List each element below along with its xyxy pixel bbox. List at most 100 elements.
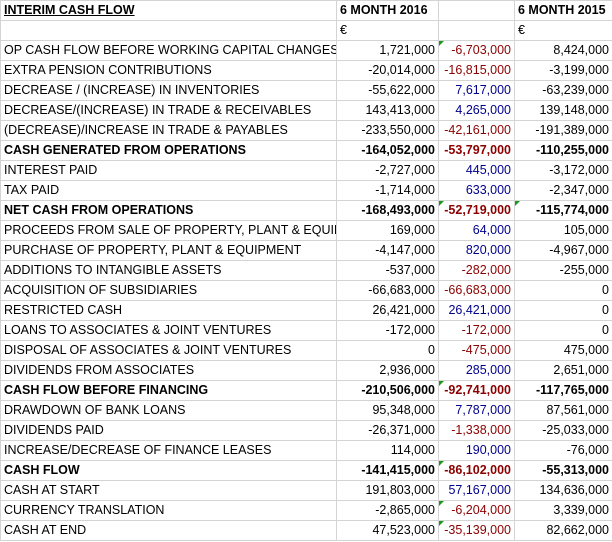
value-2015-cell[interactable]: -76,000 (514, 440, 612, 461)
value-2015-cell[interactable]: 82,662,000 (514, 520, 612, 541)
difference-cell[interactable]: -282,000 (438, 260, 515, 281)
value-2016-cell[interactable]: -168,493,000 (336, 200, 439, 221)
row-label-cell[interactable]: CASH AT END (0, 520, 337, 541)
value-2016-cell[interactable]: -210,506,000 (336, 380, 439, 401)
column-header-2016[interactable]: 6 MONTH 2016 (336, 0, 439, 21)
value-2015-cell[interactable]: 139,148,000 (514, 100, 612, 121)
difference-cell[interactable]: -6,204,000 (438, 500, 515, 521)
value-2015-cell[interactable]: -115,774,000 (514, 200, 612, 221)
value-2016-cell[interactable]: 47,523,000 (336, 520, 439, 541)
row-label-cell[interactable]: ADDITIONS TO INTANGIBLE ASSETS (0, 260, 337, 281)
row-label-cell[interactable]: RESTRICTED CASH (0, 300, 337, 321)
currency-difference-cell[interactable] (438, 20, 515, 41)
row-label-cell[interactable]: CASH FLOW (0, 460, 337, 481)
value-2016-cell[interactable]: -537,000 (336, 260, 439, 281)
value-2015-cell[interactable]: -191,389,000 (514, 120, 612, 141)
row-label-cell[interactable]: OP CASH FLOW BEFORE WORKING CAPITAL CHAN… (0, 40, 337, 61)
value-2015-cell[interactable]: 0 (514, 320, 612, 341)
difference-cell[interactable]: -92,741,000 (438, 380, 515, 401)
value-2015-cell[interactable]: -4,967,000 (514, 240, 612, 261)
value-2015-cell[interactable]: -117,765,000 (514, 380, 612, 401)
value-2015-cell[interactable]: -255,000 (514, 260, 612, 281)
difference-cell[interactable]: 57,167,000 (438, 480, 515, 501)
difference-cell[interactable]: -66,683,000 (438, 280, 515, 301)
row-label-cell[interactable]: DIVIDENDS PAID (0, 420, 337, 441)
value-2016-cell[interactable]: -20,014,000 (336, 60, 439, 81)
difference-cell[interactable]: -172,000 (438, 320, 515, 341)
difference-cell[interactable]: 633,000 (438, 180, 515, 201)
value-2015-cell[interactable]: -63,239,000 (514, 80, 612, 101)
difference-cell[interactable]: 285,000 (438, 360, 515, 381)
currency-2015[interactable]: € (514, 20, 612, 41)
difference-cell[interactable]: -16,815,000 (438, 60, 515, 81)
currency-label-cell[interactable] (0, 20, 337, 41)
row-label-cell[interactable]: DISPOSAL OF ASSOCIATES & JOINT VENTURES (0, 340, 337, 361)
row-label-cell[interactable]: TAX PAID (0, 180, 337, 201)
value-2016-cell[interactable]: 114,000 (336, 440, 439, 461)
row-label-cell[interactable]: INCREASE/DECREASE OF FINANCE LEASES (0, 440, 337, 461)
value-2016-cell[interactable]: -26,371,000 (336, 420, 439, 441)
value-2016-cell[interactable]: 26,421,000 (336, 300, 439, 321)
difference-cell[interactable]: -52,719,000 (438, 200, 515, 221)
difference-cell[interactable]: -1,338,000 (438, 420, 515, 441)
difference-cell[interactable]: 820,000 (438, 240, 515, 261)
value-2015-cell[interactable]: 0 (514, 280, 612, 301)
value-2016-cell[interactable]: 2,936,000 (336, 360, 439, 381)
row-label-cell[interactable]: CASH FLOW BEFORE FINANCING (0, 380, 337, 401)
difference-cell[interactable]: -6,703,000 (438, 40, 515, 61)
difference-cell[interactable]: -42,161,000 (438, 120, 515, 141)
row-label-cell[interactable]: INTEREST PAID (0, 160, 337, 181)
column-header-difference[interactable] (438, 0, 515, 21)
value-2015-cell[interactable]: -55,313,000 (514, 460, 612, 481)
value-2016-cell[interactable]: 1,721,000 (336, 40, 439, 61)
currency-2016[interactable]: € (336, 20, 439, 41)
difference-cell[interactable]: -53,797,000 (438, 140, 515, 161)
value-2016-cell[interactable]: -4,147,000 (336, 240, 439, 261)
value-2015-cell[interactable]: -3,172,000 (514, 160, 612, 181)
value-2015-cell[interactable]: 2,651,000 (514, 360, 612, 381)
value-2015-cell[interactable]: 105,000 (514, 220, 612, 241)
difference-cell[interactable]: 445,000 (438, 160, 515, 181)
difference-cell[interactable]: 4,265,000 (438, 100, 515, 121)
row-label-cell[interactable]: ACQUISITION OF SUBSIDIARIES (0, 280, 337, 301)
row-label-cell[interactable]: PURCHASE OF PROPERTY, PLANT & EQUIPMENT (0, 240, 337, 261)
value-2015-cell[interactable]: 8,424,000 (514, 40, 612, 61)
column-header-2015[interactable]: 6 MONTH 2015 (514, 0, 612, 21)
row-label-cell[interactable]: PROCEEDS FROM SALE OF PROPERTY, PLANT & … (0, 220, 337, 241)
row-label-cell[interactable]: DECREASE/(INCREASE) IN TRADE & RECEIVABL… (0, 100, 337, 121)
value-2016-cell[interactable]: 0 (336, 340, 439, 361)
value-2016-cell[interactable]: 191,803,000 (336, 480, 439, 501)
sheet-title[interactable]: INTERIM CASH FLOW (0, 0, 337, 21)
difference-cell[interactable]: 64,000 (438, 220, 515, 241)
value-2015-cell[interactable]: -110,255,000 (514, 140, 612, 161)
difference-cell[interactable]: 7,617,000 (438, 80, 515, 101)
row-label-cell[interactable]: DRAWDOWN OF BANK LOANS (0, 400, 337, 421)
row-label-cell[interactable]: LOANS TO ASSOCIATES & JOINT VENTURES (0, 320, 337, 341)
row-label-cell[interactable]: CURRENCY TRANSLATION (0, 500, 337, 521)
difference-cell[interactable]: 26,421,000 (438, 300, 515, 321)
row-label-cell[interactable]: CASH AT START (0, 480, 337, 501)
value-2016-cell[interactable]: -141,415,000 (336, 460, 439, 481)
value-2015-cell[interactable]: -3,199,000 (514, 60, 612, 81)
row-label-cell[interactable]: DIVIDENDS FROM ASSOCIATES (0, 360, 337, 381)
row-label-cell[interactable]: EXTRA PENSION CONTRIBUTIONS (0, 60, 337, 81)
difference-cell[interactable]: 190,000 (438, 440, 515, 461)
difference-cell[interactable]: 7,787,000 (438, 400, 515, 421)
difference-cell[interactable]: -35,139,000 (438, 520, 515, 541)
value-2016-cell[interactable]: -172,000 (336, 320, 439, 341)
value-2015-cell[interactable]: 475,000 (514, 340, 612, 361)
row-label-cell[interactable]: CASH GENERATED FROM OPERATIONS (0, 140, 337, 161)
value-2016-cell[interactable]: -55,622,000 (336, 80, 439, 101)
value-2015-cell[interactable]: -25,033,000 (514, 420, 612, 441)
value-2015-cell[interactable]: 87,561,000 (514, 400, 612, 421)
value-2016-cell[interactable]: -2,727,000 (336, 160, 439, 181)
difference-cell[interactable]: -475,000 (438, 340, 515, 361)
row-label-cell[interactable]: NET CASH FROM OPERATIONS (0, 200, 337, 221)
value-2015-cell[interactable]: -2,347,000 (514, 180, 612, 201)
value-2016-cell[interactable]: -233,550,000 (336, 120, 439, 141)
value-2016-cell[interactable]: 95,348,000 (336, 400, 439, 421)
value-2016-cell[interactable]: 143,413,000 (336, 100, 439, 121)
value-2016-cell[interactable]: -164,052,000 (336, 140, 439, 161)
row-label-cell[interactable]: (DECREASE)/INCREASE IN TRADE & PAYABLES (0, 120, 337, 141)
value-2015-cell[interactable]: 3,339,000 (514, 500, 612, 521)
